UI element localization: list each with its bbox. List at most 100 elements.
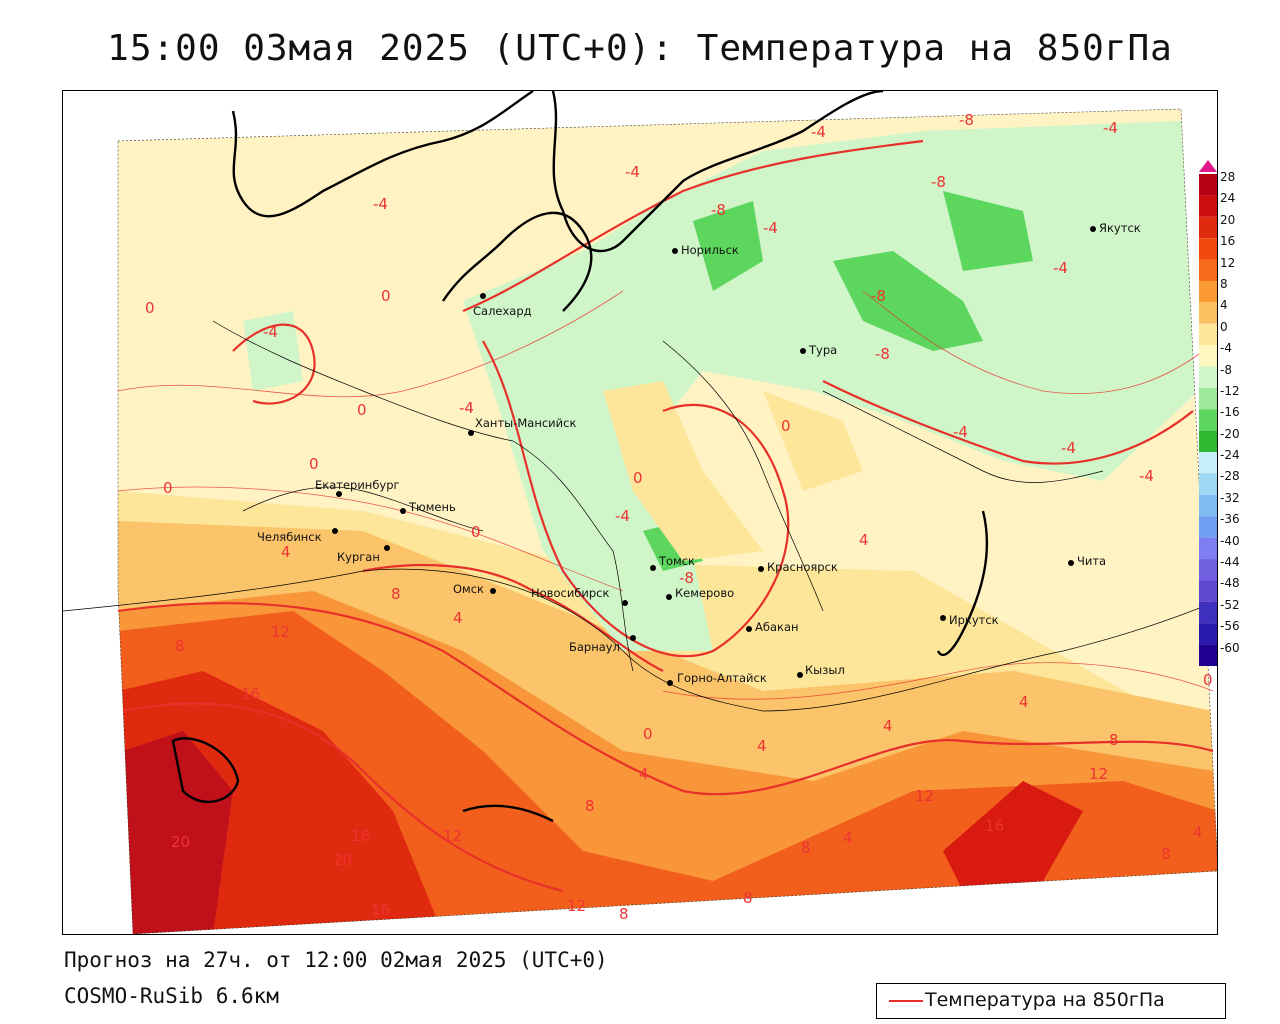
svg-text:4: 4	[453, 609, 463, 627]
svg-text:-4: -4	[953, 423, 968, 441]
map-title: 15:00 03мая 2025 (UTC+0): Температура на…	[107, 28, 1173, 69]
svg-text:0: 0	[471, 523, 481, 541]
svg-text:20: 20	[333, 851, 352, 869]
svg-text:-8: -8	[931, 173, 946, 191]
colorbar-tick-label: -24	[1220, 448, 1240, 463]
svg-text:12: 12	[915, 787, 934, 805]
svg-text:0: 0	[1203, 671, 1213, 689]
colorbar-tick-label: -28	[1220, 469, 1240, 484]
colorbar-tick-label: -44	[1220, 555, 1240, 570]
colorbar-tick-label: -40	[1220, 533, 1240, 548]
city-abakan: Абакан	[746, 620, 799, 634]
city-kurgan: Курган	[337, 545, 390, 564]
city-yekaterinburg: Екатеринбург	[315, 478, 400, 497]
colorbar-swatch	[1199, 302, 1217, 324]
forecast-info: Прогноз на 27ч. от 12:00 02мая 2025 (UTC…	[64, 948, 608, 972]
svg-text:4: 4	[1019, 693, 1029, 711]
colorbar-swatch	[1199, 559, 1217, 581]
temperature-map: Норильск Якутск Салехард Тура Ханты-Манс…	[63, 91, 1217, 934]
svg-text:-4: -4	[615, 507, 630, 525]
svg-text:Кемерово: Кемерово	[675, 586, 734, 600]
svg-text:4: 4	[281, 543, 291, 561]
map-legend: Температура на 850гПа	[876, 983, 1226, 1019]
svg-text:0: 0	[633, 469, 643, 487]
colorbar-swatch	[1199, 195, 1217, 217]
city-markers: Норильск Якутск Салехард Тура Ханты-Манс…	[257, 221, 1141, 686]
city-irkutsk: Иркутск	[940, 613, 999, 627]
city-tura: Тура	[800, 343, 837, 357]
svg-text:16: 16	[241, 685, 260, 703]
city-kyzyl: Кызыл	[797, 663, 845, 678]
svg-text:12: 12	[271, 623, 290, 641]
svg-text:Челябинск: Челябинск	[257, 530, 322, 544]
svg-text:Барнаул: Барнаул	[569, 640, 620, 654]
city-yakutsk: Якутск	[1090, 221, 1141, 235]
svg-text:-4: -4	[1103, 119, 1118, 137]
svg-text:8: 8	[391, 585, 401, 603]
svg-text:20: 20	[171, 833, 190, 851]
svg-text:Кызыл: Кызыл	[805, 663, 845, 677]
colorbar-swatch	[1199, 580, 1217, 602]
svg-text:4: 4	[859, 531, 869, 549]
city-barnaul: Барнаул	[569, 635, 636, 654]
colorbar-tick-label: 20	[1220, 212, 1236, 227]
colorbar-tick-label: -20	[1220, 426, 1240, 441]
svg-text:4: 4	[639, 765, 649, 783]
colorbar-swatch	[1199, 366, 1217, 388]
city-gorno-altaysk: Горно-Алтайск	[667, 671, 767, 686]
city-omsk: Омск	[453, 582, 496, 596]
colorbar-swatch	[1199, 537, 1217, 560]
svg-text:4: 4	[843, 829, 853, 847]
colorbar-tick-label: -16	[1220, 405, 1240, 420]
colorbar-max-arrow	[1199, 160, 1217, 172]
map-panel: Норильск Якутск Салехард Тура Ханты-Манс…	[62, 90, 1218, 935]
svg-text:8: 8	[801, 839, 811, 857]
svg-text:-4: -4	[459, 399, 474, 417]
colorbar-tick-label: -56	[1220, 619, 1240, 634]
city-krasnoyarsk: Красноярск	[758, 560, 838, 574]
svg-text:Омск: Омск	[453, 582, 484, 596]
svg-text:Чита: Чита	[1077, 554, 1106, 568]
colorbar-swatch	[1199, 323, 1217, 346]
svg-text:0: 0	[643, 725, 653, 743]
colorbar-swatch	[1199, 345, 1217, 367]
svg-text:Ханты-Мансийск: Ханты-Мансийск	[475, 416, 576, 430]
colorbar-swatch	[1199, 216, 1217, 239]
colorbar-swatch	[1199, 238, 1217, 260]
svg-text:-4: -4	[373, 195, 388, 213]
svg-text:8: 8	[619, 905, 629, 923]
colorbar-swatch	[1199, 601, 1217, 624]
colorbar-tick-label: -60	[1220, 640, 1240, 655]
svg-text:12: 12	[443, 827, 462, 845]
city-salekhard: Салехард	[473, 293, 532, 318]
city-kemerovo: Кемерово	[666, 586, 734, 600]
svg-text:-8: -8	[679, 569, 694, 587]
city-tyumen: Тюмень	[400, 500, 456, 514]
colorbar-tick-label: 28	[1220, 170, 1236, 184]
svg-text:8: 8	[1109, 731, 1119, 749]
svg-text:-4: -4	[1053, 259, 1068, 277]
svg-text:16: 16	[985, 817, 1004, 835]
svg-text:Томск: Томск	[658, 554, 695, 568]
colorbar-swatch	[1199, 387, 1217, 410]
colorbar-tick-label: -12	[1220, 383, 1240, 398]
temperature-fields	[118, 109, 1217, 934]
colorbar-tick-label: 4	[1220, 298, 1228, 313]
colorbar-tick-label: -8	[1220, 362, 1232, 377]
svg-text:Тюмень: Тюмень	[408, 500, 456, 514]
svg-text:12: 12	[1089, 765, 1108, 783]
admin-borders	[63, 320, 1217, 712]
svg-text:Курган: Курган	[337, 550, 380, 564]
svg-text:16: 16	[351, 827, 370, 845]
colorbar-swatch	[1199, 280, 1217, 303]
colorbar-swatch	[1199, 409, 1217, 431]
svg-text:-4: -4	[1139, 467, 1154, 485]
colorbar-swatch	[1199, 430, 1217, 453]
colorbar-tick-label: -36	[1220, 512, 1240, 527]
svg-text:Горно-Алтайск: Горно-Алтайск	[677, 671, 767, 685]
colorbar-swatch	[1199, 473, 1217, 495]
svg-text:0: 0	[357, 401, 367, 419]
svg-text:12: 12	[567, 897, 586, 915]
svg-text:Норильск: Норильск	[681, 243, 739, 257]
svg-text:8: 8	[1161, 845, 1171, 863]
